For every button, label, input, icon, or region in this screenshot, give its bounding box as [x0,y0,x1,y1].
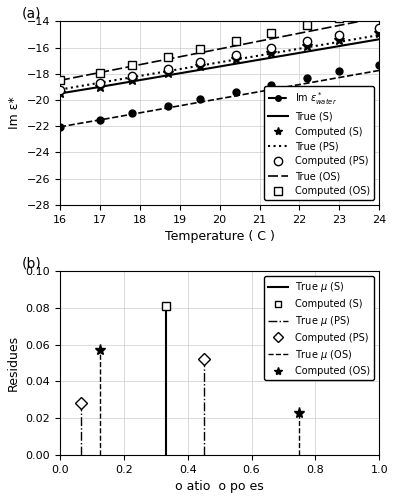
X-axis label: o atio  o po es: o atio o po es [175,480,264,493]
Legend: True $\mu$ (S), Computed (S), True $\mu$ (PS), Computed (PS), True $\mu$ (OS), C: True $\mu$ (S), Computed (S), True $\mu$… [264,276,374,380]
Y-axis label: Residues: Residues [7,335,20,391]
Text: (b): (b) [22,257,41,271]
Text: (a): (a) [22,7,41,21]
X-axis label: Temperature ( C ): Temperature ( C ) [165,230,275,243]
Y-axis label: Im ε*: Im ε* [8,97,21,130]
Legend: Im $\epsilon^*_{water}$, True (S), Computed (S), True (PS), Computed (PS), True : Im $\epsilon^*_{water}$, True (S), Compu… [264,86,374,200]
